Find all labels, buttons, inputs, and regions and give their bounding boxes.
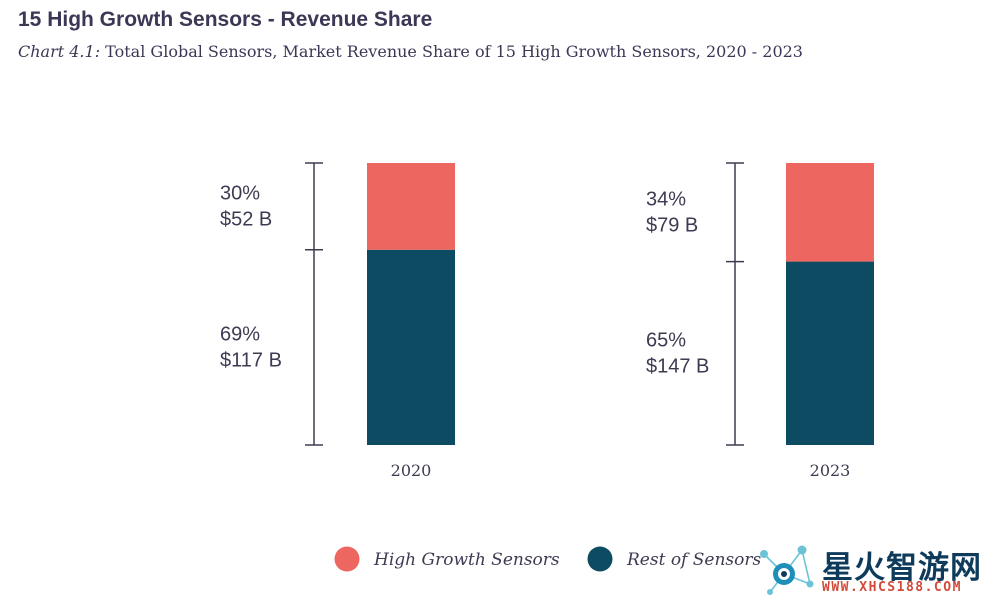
network-logo-icon bbox=[760, 545, 814, 595]
bar-rest-of-sensors-2023 bbox=[786, 261, 874, 445]
bar-high-growth-sensors-2023 bbox=[786, 163, 874, 262]
percent-label-high-2023: 34% bbox=[646, 188, 686, 210]
value-label-high-2023: $79 B bbox=[646, 214, 698, 236]
legend-label-0: High Growth Sensors bbox=[373, 550, 560, 570]
watermark-url: WWW.XHCS188.COM bbox=[822, 580, 962, 595]
chart-title: 15 High Growth Sensors - Revenue Share bbox=[18, 8, 433, 31]
x-tick-label-2020: 2020 bbox=[391, 461, 432, 480]
value-label-high-2020: $52 B bbox=[220, 208, 272, 230]
percent-label-rest-2020: 69% bbox=[220, 323, 260, 345]
watermark: 星火智游网 WWW.XHCS188.COM bbox=[756, 538, 1000, 601]
chart-number: Chart 4.1: bbox=[18, 42, 101, 61]
x-tick-label-2023: 2023 bbox=[810, 461, 851, 480]
legend-swatch-0 bbox=[334, 546, 360, 572]
bar-rest-of-sensors-2020 bbox=[367, 249, 455, 445]
bar-high-growth-sensors-2020 bbox=[367, 163, 455, 250]
legend-swatch-1 bbox=[587, 546, 613, 572]
chart-description: Total Global Sensors, Market Revenue Sha… bbox=[100, 42, 803, 61]
percent-label-rest-2023: 65% bbox=[646, 329, 686, 351]
watermark-text: 星火智游网 bbox=[822, 550, 982, 586]
chart-subtitle: Chart 4.1: Total Global Sensors, Market … bbox=[18, 42, 803, 61]
value-label-rest-2023: $147 B bbox=[646, 355, 709, 377]
value-label-rest-2020: $117 B bbox=[220, 349, 282, 371]
percent-label-high-2020: 30% bbox=[220, 182, 260, 204]
legend-label-1: Rest of Sensors bbox=[626, 550, 761, 570]
